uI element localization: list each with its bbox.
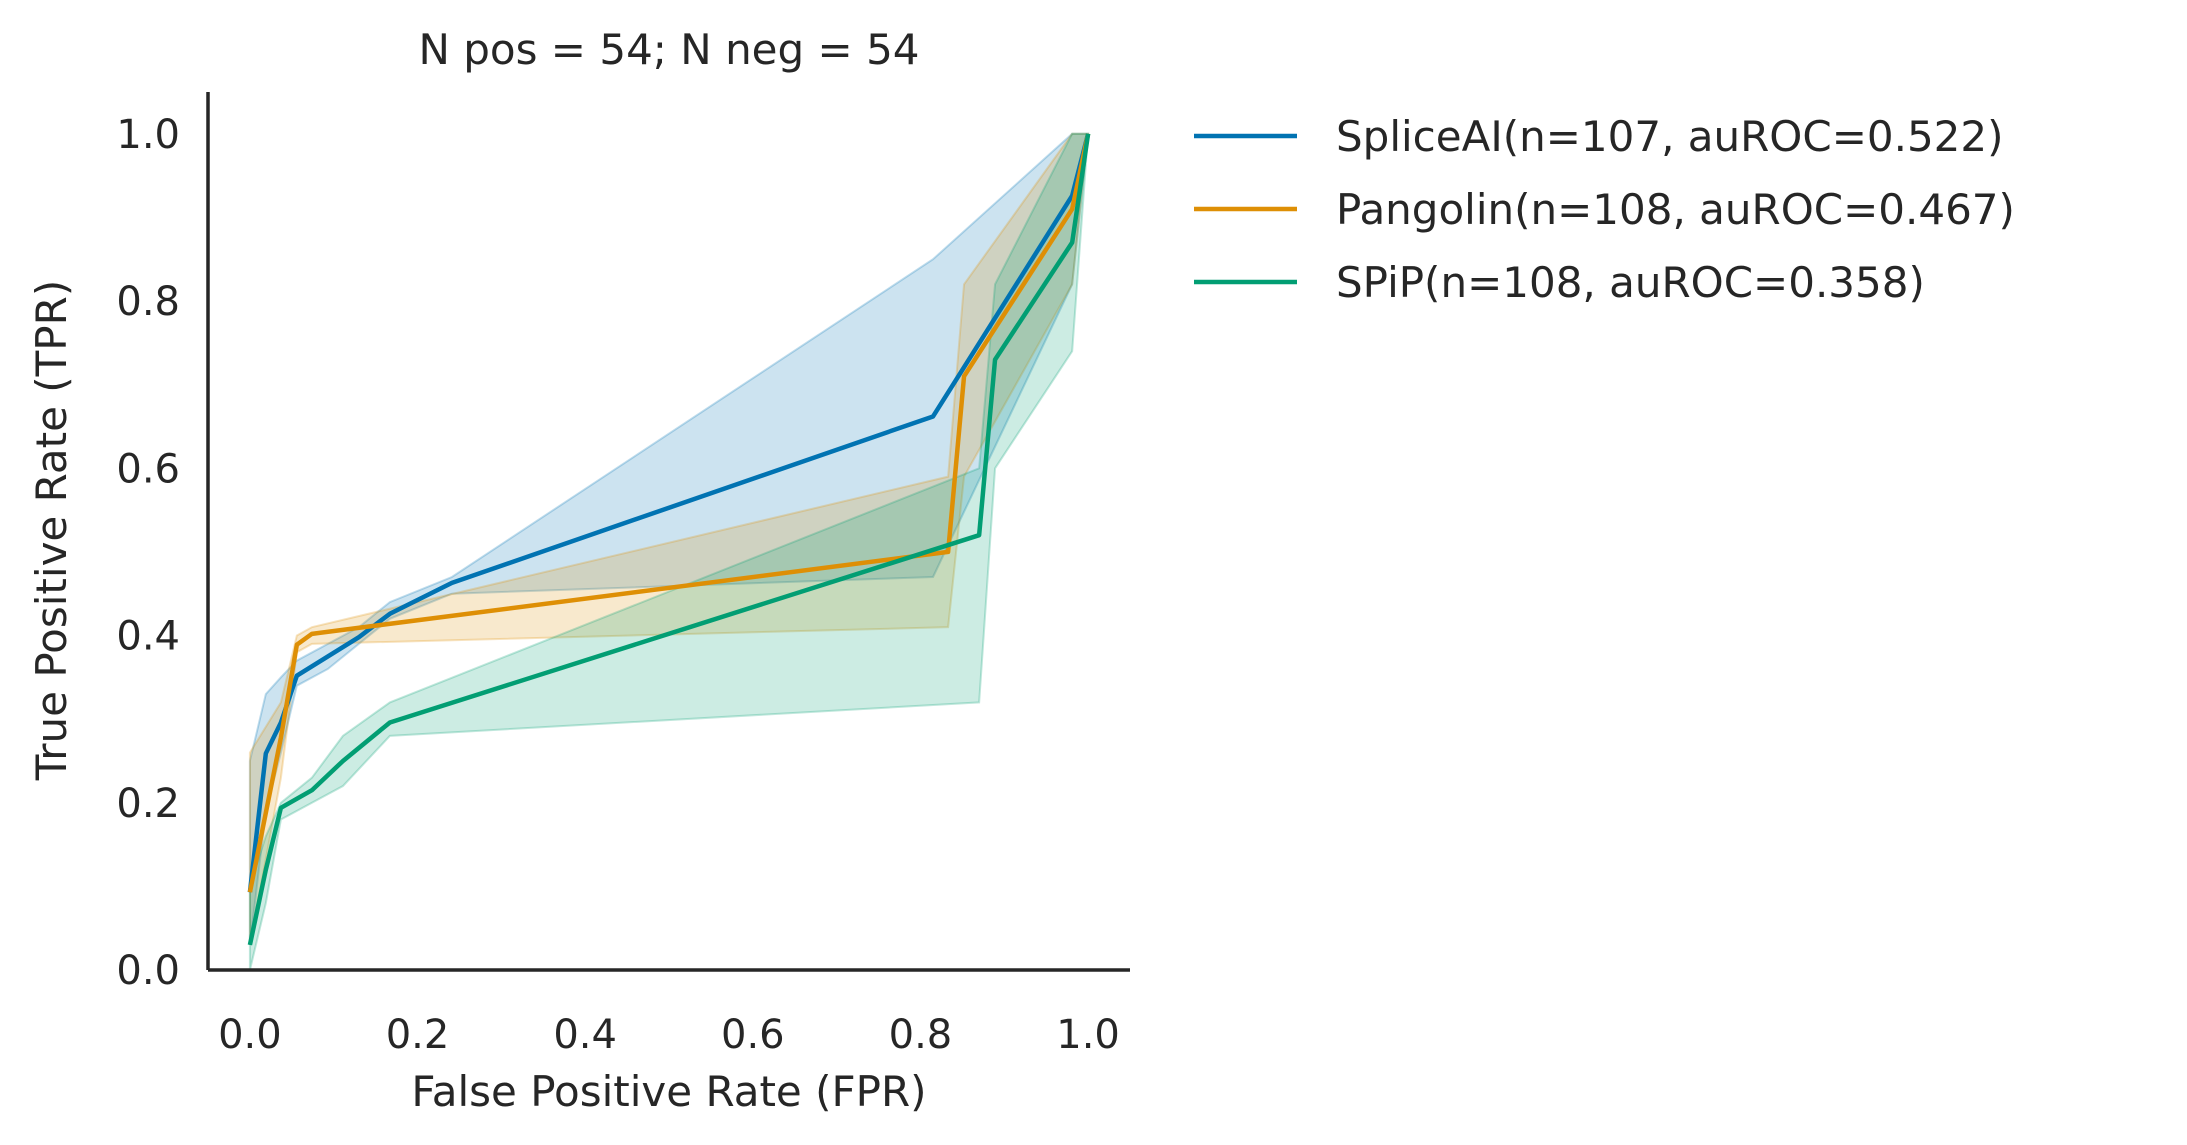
- x-axis-label: False Positive Rate (FPR): [411, 1067, 926, 1116]
- legend-label-2: SPiP(n=108, auROC=0.358): [1336, 258, 1925, 307]
- y-tick-label: 0.8: [116, 279, 180, 325]
- y-tick-label: 0.0: [116, 948, 180, 994]
- y-tick-label: 1.0: [116, 112, 180, 158]
- x-tick-label: 0.6: [721, 1012, 785, 1058]
- confidence-band-1: [248, 132, 1090, 946]
- series-line-2: [247, 133, 1091, 946]
- y-tick-label: 0.6: [116, 446, 180, 492]
- legend-label-0: SpliceAI(n=107, auROC=0.522): [1336, 112, 2004, 161]
- y-tick-labels: 0.0 0.2 0.4 0.6 0.8 1.0: [116, 112, 180, 994]
- x-tick-label: 0.8: [889, 1012, 953, 1058]
- y-tick-label: 0.4: [116, 614, 180, 660]
- y-tick-label: 0.2: [116, 781, 180, 827]
- axes: [206, 92, 1130, 972]
- x-tick-labels: 0.0 0.2 0.4 0.6 0.8 1.0: [218, 1012, 1120, 1058]
- x-tick-label: 0.4: [553, 1012, 617, 1058]
- series-line-1: [247, 133, 1091, 893]
- confidence-bands: [248, 132, 1090, 971]
- x-tick-label: 0.2: [386, 1012, 450, 1058]
- legend-label-1: Pangolin(n=108, auROC=0.467): [1336, 185, 2015, 234]
- confidence-band-0: [248, 132, 1090, 946]
- legend: SpliceAI(n=107, auROC=0.522) Pangolin(n=1…: [1194, 112, 2015, 307]
- x-tick-label: 1.0: [1056, 1012, 1120, 1058]
- series-line-0: [247, 133, 1091, 893]
- chart-title: N pos = 54; N neg = 54: [418, 25, 919, 74]
- x-tick-label: 0.0: [218, 1012, 282, 1058]
- y-axis-label: True Positive Rate (TPR): [27, 280, 76, 781]
- series-lines: [247, 133, 1091, 946]
